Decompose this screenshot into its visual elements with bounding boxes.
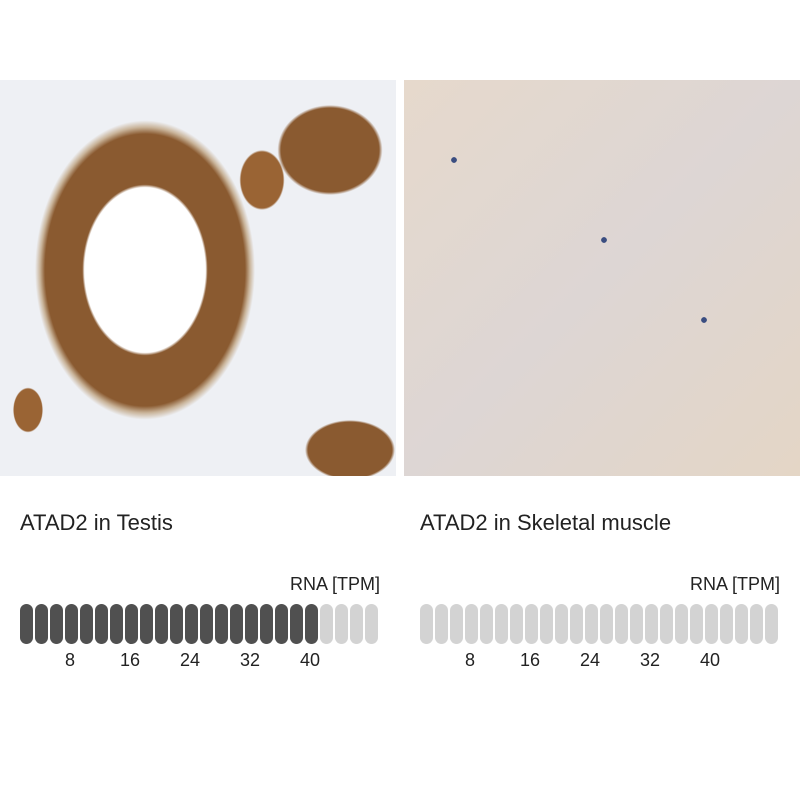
bar-segment (765, 604, 778, 644)
testis-tissue-image (0, 80, 396, 476)
bar-segment (35, 604, 48, 644)
bar-segment (350, 604, 363, 644)
unit-label-muscle: RNA [TPM] (689, 574, 780, 594)
bar-segment (305, 604, 318, 644)
bar-segment (555, 604, 568, 644)
panel-title-muscle: ATAD2 in Skeletal muscle (420, 510, 672, 535)
tick-label: 24 (179, 650, 201, 670)
bar-segment (50, 604, 63, 644)
bar-segment (290, 604, 303, 644)
bar-segment (125, 604, 138, 644)
bar-segment (170, 604, 183, 644)
bar-segment (260, 604, 273, 644)
bar-segment (660, 604, 673, 644)
panel-title-testis: ATAD2 in Testis (20, 510, 173, 535)
bar-segment (525, 604, 538, 644)
tick-label: 8 (464, 650, 476, 670)
bar-segment (450, 604, 463, 644)
bar-segment (630, 604, 643, 644)
bar-segment (155, 604, 168, 644)
bar-segment (495, 604, 508, 644)
rna-bar-muscle (420, 604, 780, 644)
bar-segment (200, 604, 213, 644)
bar-segment (645, 604, 658, 644)
bar-segment (585, 604, 598, 644)
tick-label: 24 (579, 650, 601, 670)
tick-label: 16 (519, 650, 541, 670)
bar-segment (365, 604, 378, 644)
bar-segment (465, 604, 478, 644)
bar-segment (510, 604, 523, 644)
tick-label: 16 (119, 650, 141, 670)
skeletal-muscle-tissue-image (404, 80, 800, 476)
bar-segment (435, 604, 448, 644)
bar-segment (540, 604, 553, 644)
bar-segment (230, 604, 243, 644)
bar-segment (20, 604, 33, 644)
tick-label: 8 (64, 650, 76, 670)
bar-segment (95, 604, 108, 644)
bar-segment (245, 604, 258, 644)
bar-segment (215, 604, 228, 644)
bar-segment (140, 604, 153, 644)
unit-label-testis: RNA [TPM] (289, 574, 380, 594)
tick-label: 32 (639, 650, 661, 670)
bar-segment (705, 604, 718, 644)
bar-segment (420, 604, 433, 644)
tick-label: 40 (699, 650, 721, 670)
bar-segment (185, 604, 198, 644)
bar-segment (110, 604, 123, 644)
bar-segment (65, 604, 78, 644)
bar-segment (320, 604, 333, 644)
bar-segment (720, 604, 733, 644)
bar-segment (480, 604, 493, 644)
bar-segment (275, 604, 288, 644)
bar-segment (675, 604, 688, 644)
bar-segment (570, 604, 583, 644)
bar-segment (80, 604, 93, 644)
bar-segment (690, 604, 703, 644)
ticks-testis: 8 16 24 32 40 (20, 650, 420, 674)
bar-segment (335, 604, 348, 644)
tick-label: 32 (239, 650, 261, 670)
bar-segment (615, 604, 628, 644)
rna-bar-testis (20, 604, 380, 644)
bar-segment (600, 604, 613, 644)
bar-segment (750, 604, 763, 644)
ticks-muscle: 8 16 24 32 40 (420, 650, 800, 674)
bar-segment (735, 604, 748, 644)
tick-label: 40 (299, 650, 321, 670)
